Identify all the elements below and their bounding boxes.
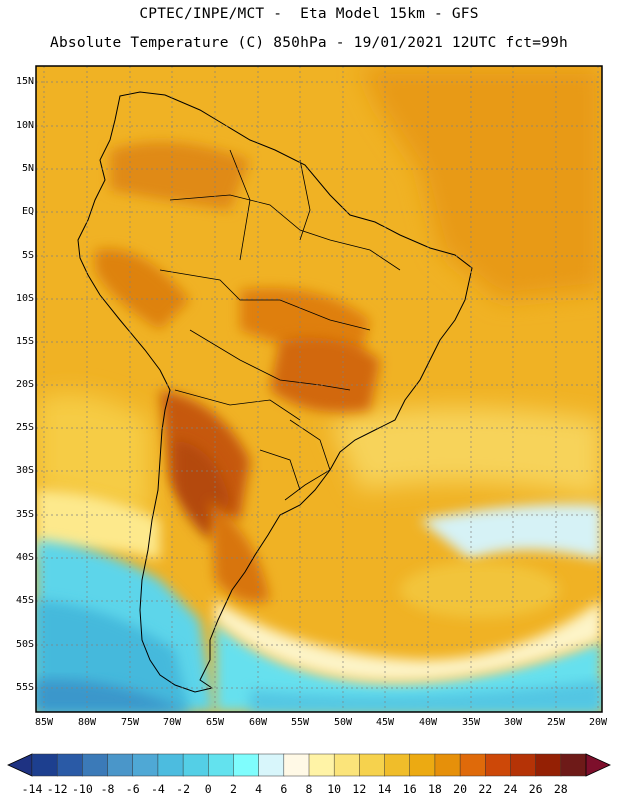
colorbar-cell — [434, 753, 461, 777]
colorbar-tick-label: 26 — [528, 782, 543, 796]
colorbar-tick-label: -8 — [100, 782, 115, 796]
lon-label: 50W — [333, 717, 353, 728]
colorbar-tick-label: -6 — [125, 782, 140, 796]
lon-label: 80W — [77, 717, 97, 728]
colorbar-cell — [157, 753, 184, 777]
colorbar-tick-label: 2 — [229, 782, 237, 796]
colorbar-cell — [258, 753, 285, 777]
coastline — [77, 91, 473, 693]
lat-label: 35S — [15, 509, 34, 520]
lat-label: 45S — [15, 595, 34, 606]
colorbar-left-arrow — [7, 753, 33, 777]
colorbar-cell — [132, 753, 159, 777]
lat-label: 5S — [21, 250, 34, 261]
colorbar-cell — [409, 753, 436, 777]
graticule — [36, 66, 602, 712]
lat-label: 20S — [15, 379, 34, 390]
lon-label: 30W — [503, 717, 523, 728]
colorbar-tick-label: 4 — [255, 782, 263, 796]
colorbar-cell — [510, 753, 537, 777]
colorbar-cell — [283, 753, 310, 777]
colorbar-tick-label: 18 — [427, 782, 442, 796]
colorbar-tick-label: 16 — [402, 782, 417, 796]
lon-label: 25W — [546, 717, 566, 728]
lon-label: 40W — [418, 717, 438, 728]
lon-label: 55W — [290, 717, 310, 728]
lon-label: 65W — [205, 717, 225, 728]
colorbar-cell — [233, 753, 260, 777]
lon-label: 75W — [120, 717, 140, 728]
lon-label: 45W — [375, 717, 395, 728]
lat-label: 10S — [15, 293, 34, 304]
lat-label: 50S — [15, 639, 34, 650]
colorbar-cell — [560, 753, 587, 777]
map-title-line1: CPTEC/INPE/MCT - Eta Model 15km - GFS — [139, 6, 479, 22]
colorbar-right-arrow — [585, 753, 611, 777]
lat-label: 40S — [15, 552, 34, 563]
colorbar-tick-label: 6 — [280, 782, 288, 796]
colorbar-cell — [308, 753, 335, 777]
lat-label: 10N — [15, 120, 34, 131]
colorbar-tick-label: -10 — [71, 782, 93, 796]
colorbar-tick-label: 12 — [352, 782, 367, 796]
colorbar-tick-label: 10 — [327, 782, 342, 796]
colorbar-tick-label: -12 — [46, 782, 68, 796]
colorbar-tick-label: -14 — [21, 782, 43, 796]
map-frame — [35, 65, 603, 713]
colorbar-cell — [333, 753, 360, 777]
lat-label: 5N — [21, 163, 34, 174]
lon-label: 60W — [248, 717, 268, 728]
colorbar-cell — [359, 753, 386, 777]
colorbar-cell — [485, 753, 511, 777]
lat-label: 15S — [15, 336, 34, 347]
colorbar-tick-label: 28 — [553, 782, 568, 796]
colorbar-cell — [384, 753, 411, 777]
colorbar-cell — [31, 753, 58, 777]
lon-label: 35W — [461, 717, 481, 728]
colorbar-tick-label: 20 — [453, 782, 467, 796]
colorbar-cell — [56, 753, 83, 777]
colorbar-tick-label: 24 — [503, 782, 518, 796]
colorbar-cell — [107, 753, 134, 777]
lon-label: 70W — [162, 717, 182, 728]
colorbar-tick-label: 22 — [478, 782, 493, 796]
temperature-field — [36, 66, 602, 712]
lat-label: EQ — [21, 206, 34, 217]
lat-label: 30S — [15, 465, 34, 476]
colorbar-cell — [182, 753, 209, 777]
colorbar-tick-label: 14 — [377, 782, 392, 796]
colorbar-cell — [208, 753, 235, 777]
colorbar-tick-label: -2 — [176, 782, 190, 796]
colorbar-cell — [535, 753, 562, 777]
colorbar-tick-label: 8 — [305, 782, 313, 796]
colorbar-cell — [459, 753, 486, 777]
colorbar-cell — [82, 753, 109, 777]
colorbar — [7, 753, 611, 777]
lon-label: 20W — [588, 717, 608, 728]
colorbar-tick-label: -4 — [150, 782, 165, 796]
country-borders — [159, 149, 401, 501]
lon-label: 85W — [34, 717, 54, 728]
lat-label: 15N — [15, 76, 34, 87]
map-title-line2: Absolute Temperature (C) 850hPa - 19/01/… — [50, 35, 568, 51]
colorbar-tick-label: 0 — [204, 782, 212, 796]
lat-label: 25S — [15, 422, 34, 433]
lat-label: 55S — [15, 682, 34, 693]
